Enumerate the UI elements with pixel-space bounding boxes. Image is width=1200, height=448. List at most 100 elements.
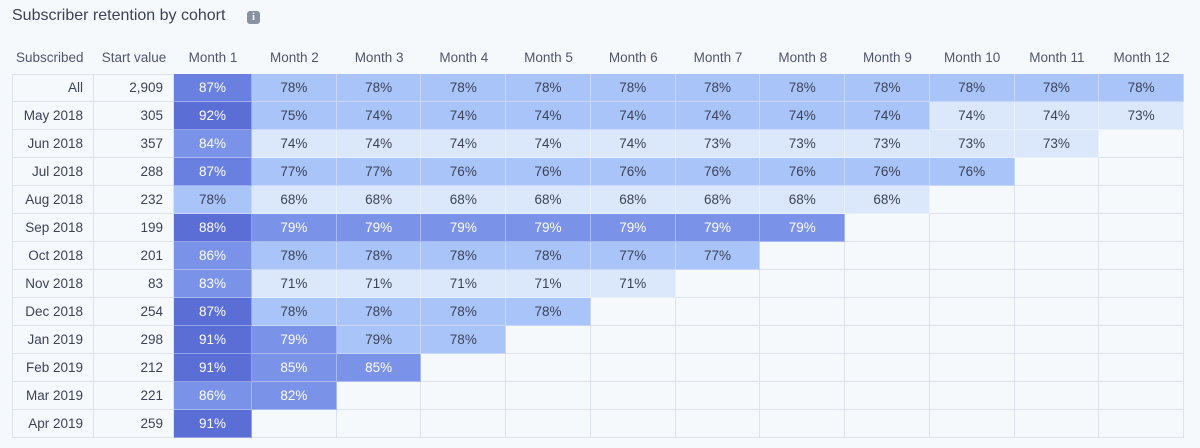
start-value: 83 [94,270,174,298]
retention-cell: 78% [506,242,591,270]
retention-cell: 74% [590,102,676,130]
column-header: Month 7 [693,49,743,65]
retention-cell: 73% [675,130,761,158]
retention-cell: 71% [590,270,676,298]
retention-cell: 79% [760,214,846,242]
start-value: 212 [94,354,174,382]
retention-cell: 79% [336,214,422,242]
retention-cell: 78% [421,326,507,354]
empty-cell [506,354,591,382]
empty-cell [929,242,1015,270]
empty-cell [929,382,1015,410]
empty-cell [1099,214,1184,242]
column-header: Month 8 [778,49,828,65]
retention-cell: 68% [845,186,930,214]
retention-cell: 79% [252,326,337,354]
empty-cell [1014,242,1100,270]
retention-cell: 76% [421,158,507,186]
retention-cell: 78% [760,74,846,102]
retention-cell: 91% [174,410,252,438]
start-value: 305 [94,102,174,130]
row-label: Jul 2018 [12,158,94,186]
empty-cell [675,270,761,298]
start-value: 232 [94,186,174,214]
retention-cell: 68% [506,186,591,214]
empty-cell [590,382,676,410]
empty-cell [506,410,591,438]
empty-cell [845,270,930,298]
empty-cell [845,382,930,410]
retention-cell: 78% [421,298,507,326]
retention-cell: 78% [336,242,422,270]
retention-cell: 86% [174,382,252,410]
empty-cell [675,382,761,410]
retention-cell: 74% [421,130,507,158]
retention-cell: 68% [675,186,761,214]
start-value: 2,909 [94,74,174,102]
info-icon[interactable]: i [247,11,260,24]
retention-cell: 71% [506,270,591,298]
row-label: Mar 2019 [12,382,94,410]
empty-cell [929,354,1015,382]
retention-cell: 82% [252,382,337,410]
empty-cell [929,270,1015,298]
retention-cell: 78% [336,298,422,326]
start-value: 259 [94,410,174,438]
empty-cell [1099,354,1184,382]
retention-cell: 79% [252,214,337,242]
empty-cell [845,242,930,270]
retention-cell: 78% [421,242,507,270]
empty-cell [760,326,846,354]
empty-cell [760,354,846,382]
retention-cell: 68% [336,186,422,214]
retention-cell: 74% [1014,102,1100,130]
empty-cell [760,270,846,298]
empty-cell [1014,382,1100,410]
empty-cell [421,354,507,382]
title: Subscriber retention by cohort [12,7,226,24]
empty-cell [760,298,846,326]
empty-cell [929,410,1015,438]
retention-cell: 77% [590,242,676,270]
retention-cell: 79% [675,214,761,242]
row-label: Sep 2018 [12,214,94,242]
retention-cell: 68% [421,186,507,214]
row-label: Jun 2018 [12,130,94,158]
retention-cell: 78% [590,74,676,102]
empty-cell [1014,354,1100,382]
retention-cell: 78% [506,298,591,326]
start-value: 298 [94,326,174,354]
retention-cell: 74% [845,102,930,130]
row-label: Nov 2018 [12,270,94,298]
start-value: 199 [94,214,174,242]
retention-cell: 83% [174,270,252,298]
retention-cell: 71% [252,270,337,298]
column-header: Month 5 [524,49,573,65]
retention-cell: 68% [760,186,846,214]
empty-cell [1014,270,1100,298]
empty-cell [1099,326,1184,354]
retention-cell: 73% [1099,102,1184,130]
row-label: Jan 2019 [12,326,94,354]
retention-cell: 78% [506,74,591,102]
retention-cell: 75% [252,102,337,130]
empty-cell [929,214,1015,242]
retention-cell: 78% [1014,74,1100,102]
retention-cell: 88% [174,214,252,242]
column-header: Start value [101,49,167,65]
retention-cell: 77% [336,158,422,186]
retention-cell: 68% [252,186,337,214]
empty-cell [590,410,676,438]
start-value: 201 [94,242,174,270]
empty-cell [929,298,1015,326]
start-value: 254 [94,298,174,326]
retention-cell: 91% [174,354,252,382]
empty-cell [421,410,507,438]
retention-cell: 74% [506,102,591,130]
column-header: Subscribed [16,49,84,65]
retention-cell: 74% [760,102,846,130]
empty-cell [336,382,422,410]
retention-cell: 76% [845,158,930,186]
empty-cell [845,354,930,382]
